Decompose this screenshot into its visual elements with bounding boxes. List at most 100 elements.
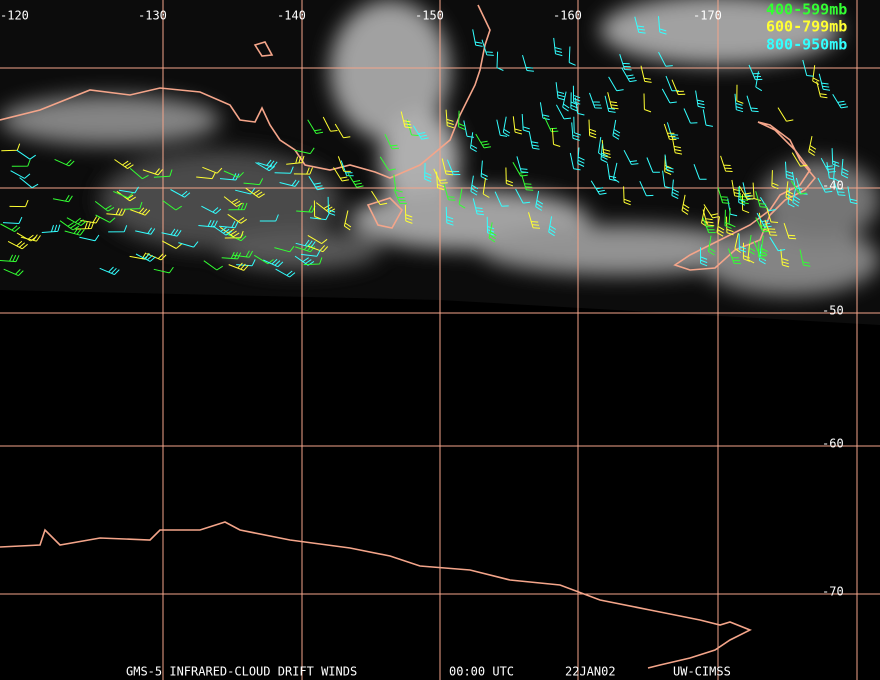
wind-barb bbox=[553, 37, 563, 57]
wind-barb bbox=[570, 92, 578, 112]
wind-barb bbox=[695, 90, 706, 109]
barb-stroke bbox=[604, 95, 616, 113]
wind-barb bbox=[482, 178, 490, 198]
footer-date: 22JAN02 bbox=[565, 665, 616, 679]
barb-stroke bbox=[693, 164, 707, 180]
wind-barb bbox=[726, 216, 734, 236]
legend-entry: 800-950mb bbox=[766, 36, 847, 54]
barb-stroke bbox=[570, 92, 578, 112]
wind-barb bbox=[528, 132, 540, 150]
wind-barb bbox=[496, 119, 508, 137]
wind-barb bbox=[747, 243, 755, 264]
wind-barb bbox=[178, 241, 199, 248]
wind-barb bbox=[41, 224, 61, 233]
barb-stroke bbox=[202, 166, 223, 174]
barb-stroke bbox=[568, 46, 576, 66]
wind-barb bbox=[481, 39, 494, 56]
barb-stroke bbox=[212, 225, 233, 236]
wind-barb bbox=[658, 16, 667, 35]
wind-barb bbox=[700, 247, 708, 267]
barb-stroke bbox=[755, 191, 768, 208]
wind-barb bbox=[294, 255, 315, 266]
barb-stroke bbox=[496, 119, 508, 137]
barb-stroke bbox=[791, 171, 803, 190]
wind-barb bbox=[255, 162, 276, 172]
barb-stroke bbox=[307, 119, 324, 134]
wind-barb bbox=[343, 210, 352, 231]
barb-stroke bbox=[590, 180, 607, 195]
wind-barb bbox=[664, 154, 674, 173]
wind-barb bbox=[0, 254, 20, 263]
barb-stroke bbox=[702, 217, 716, 234]
wind-barb bbox=[516, 156, 529, 173]
barb-stroke bbox=[384, 133, 399, 150]
barb-stroke bbox=[488, 222, 497, 243]
barb-stroke bbox=[235, 188, 256, 195]
barb-stroke bbox=[808, 135, 817, 157]
barb-stroke bbox=[119, 186, 139, 194]
barb-stroke bbox=[221, 251, 242, 260]
wind-barb bbox=[738, 233, 747, 253]
longitude-label: -120 bbox=[0, 9, 29, 23]
barb-stroke bbox=[347, 173, 364, 188]
barb-stroke bbox=[496, 51, 504, 71]
barb-stroke bbox=[135, 227, 156, 235]
wind-barb bbox=[135, 253, 156, 262]
wind-barb bbox=[646, 157, 660, 173]
barb-stroke bbox=[52, 194, 73, 203]
barb-stroke bbox=[816, 81, 828, 99]
footer: GMS-5 INFRARED-CLOUD DRIFT WINDS 00:00 U… bbox=[126, 665, 731, 679]
barb-stroke bbox=[738, 186, 746, 206]
barb-stroke bbox=[671, 179, 680, 200]
barb-stroke bbox=[481, 39, 494, 56]
barb-stroke bbox=[94, 201, 115, 212]
wind-barb bbox=[212, 225, 233, 236]
wind-barb bbox=[11, 159, 31, 167]
wind-barb bbox=[662, 170, 672, 189]
barb-stroke bbox=[671, 136, 683, 155]
wind-barb bbox=[463, 120, 474, 138]
wind-barb bbox=[475, 133, 491, 149]
wind-barb bbox=[259, 214, 279, 222]
latitude-label: -60 bbox=[822, 437, 844, 451]
wind-barb bbox=[621, 67, 637, 83]
wind-barb bbox=[569, 152, 581, 171]
barb-stroke bbox=[765, 206, 779, 223]
barb-stroke bbox=[255, 162, 276, 172]
barb-stroke bbox=[59, 220, 80, 231]
wind-barb bbox=[257, 159, 278, 168]
barb-stroke bbox=[224, 230, 244, 239]
barb-stroke bbox=[695, 90, 706, 109]
latitude-label: -70 bbox=[822, 585, 844, 599]
wind-barb bbox=[666, 122, 680, 139]
wind-barb bbox=[286, 155, 305, 165]
barb-stroke bbox=[307, 245, 329, 253]
new-zealand bbox=[673, 121, 817, 271]
wind-barb bbox=[295, 239, 316, 248]
barb-stroke bbox=[218, 220, 239, 229]
wind-barb bbox=[7, 240, 28, 250]
barb-stroke bbox=[10, 170, 31, 179]
wind-barbs bbox=[0, 16, 858, 278]
barb-stroke bbox=[275, 268, 296, 278]
wind-barb bbox=[337, 156, 351, 172]
barb-stroke bbox=[555, 104, 572, 120]
barb-stroke bbox=[569, 152, 581, 171]
wind-barb bbox=[295, 244, 316, 253]
wind-barb bbox=[760, 235, 768, 256]
barb-stroke bbox=[470, 175, 479, 196]
longitude-label: -170 bbox=[693, 9, 722, 23]
barb-stroke bbox=[817, 177, 833, 193]
wind-barb bbox=[371, 190, 388, 206]
barb-stroke bbox=[327, 196, 336, 216]
wind-barb bbox=[393, 188, 407, 204]
barb-stroke bbox=[535, 190, 544, 211]
wind-barb bbox=[833, 179, 846, 196]
barb-stroke bbox=[379, 156, 396, 171]
barb-stroke bbox=[436, 171, 445, 191]
wind-barb bbox=[223, 196, 243, 207]
wind-barb bbox=[608, 76, 624, 92]
wind-barb bbox=[307, 245, 329, 253]
wind-barb bbox=[153, 266, 174, 274]
wind-barb bbox=[758, 240, 766, 260]
